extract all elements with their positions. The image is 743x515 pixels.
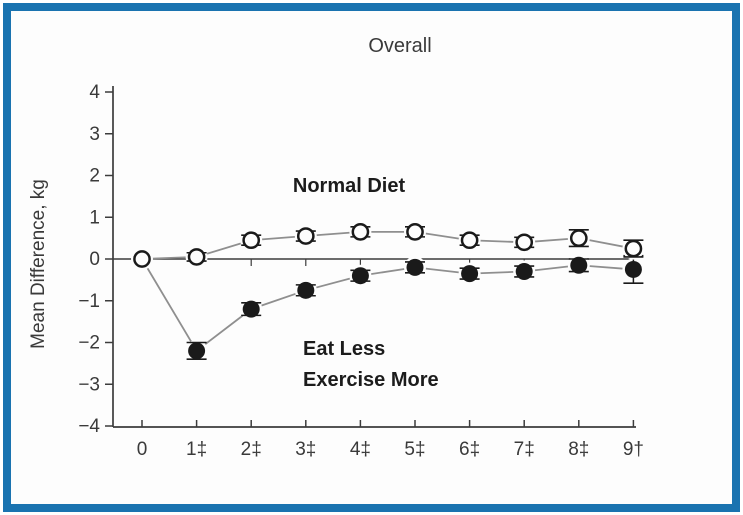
chart-title: Overall: [368, 35, 431, 57]
data-point-open-circle-normal-diet: [515, 233, 534, 252]
plot-area: 4 3 2 1 0 −1 −2 −3 −4 0 1‡ 2‡ 3‡ 4‡ 5‡ 6‡ 7‡ 8‡ 9†: [78, 82, 645, 460]
data-point-open-circle-normal-diet: [624, 239, 643, 258]
data-point-filled-circle-eat-less-exercise-more: [461, 265, 479, 283]
y-tick-label: −1: [78, 291, 100, 312]
series-line-eat-less-exercise-more: [141, 258, 634, 353]
data-point-open-circle-normal-diet: [133, 250, 151, 268]
x-tick-label: 7‡: [514, 439, 535, 460]
x-tick-label: 3‡: [295, 439, 316, 460]
x-tick-label: 2‡: [241, 439, 262, 460]
data-point-filled-circle-eat-less-exercise-more: [351, 267, 369, 285]
series-label-eat-less-line2: Exercise More: [303, 369, 439, 391]
data-point-open-circle-normal-diet: [460, 231, 479, 250]
y-tick-label: 0: [89, 249, 100, 270]
series-line-normal-diet: [141, 230, 634, 260]
data-point-filled-circle-eat-less-exercise-more: [297, 281, 315, 299]
series-label-eat-less-line1: Eat Less: [303, 338, 385, 360]
data-point-open-circle-normal-diet: [242, 231, 261, 250]
data-point-open-circle-normal-diet: [406, 223, 424, 241]
data-point-open-circle-normal-diet: [569, 229, 588, 247]
y-tick-label: −4: [78, 416, 100, 437]
x-tick-label: 8‡: [568, 439, 589, 460]
figure-border: Overall Mean Difference, kg 4 3 2 1 0 −1 −2 −3 −…: [3, 3, 740, 512]
data-point-open-circle-normal-diet: [351, 223, 370, 241]
x-tick-label: 6‡: [459, 439, 480, 460]
y-tick-label: 3: [89, 124, 100, 145]
x-tick-label: 0: [137, 439, 148, 460]
y-tick-label: −3: [78, 374, 100, 395]
y-tick-label: 4: [89, 82, 100, 103]
y-tick-label: −2: [78, 333, 100, 354]
data-point-filled-circle-eat-less-exercise-more: [515, 263, 533, 281]
data-point-filled-circle-eat-less-exercise-more: [406, 258, 424, 276]
data-point-open-circle-normal-diet: [187, 248, 206, 266]
data-point-filled-circle-eat-less-exercise-more: [624, 260, 642, 278]
x-tick-label: 1‡: [186, 439, 207, 460]
data-point-filled-circle-eat-less-exercise-more: [242, 300, 260, 318]
series-label-normal-diet: Normal Diet: [293, 175, 406, 197]
x-tick-label: 4‡: [350, 439, 371, 460]
x-tick-label: 5‡: [404, 439, 425, 460]
y-axis-label: Mean Difference, kg: [28, 179, 49, 349]
data-point-open-circle-normal-diet: [296, 227, 315, 245]
y-tick-label: 2: [89, 166, 100, 187]
data-point-filled-circle-eat-less-exercise-more: [570, 256, 588, 274]
x-tick-label: 9†: [623, 439, 644, 460]
data-point-filled-circle-eat-less-exercise-more: [188, 342, 206, 360]
y-tick-label: 1: [89, 207, 100, 228]
